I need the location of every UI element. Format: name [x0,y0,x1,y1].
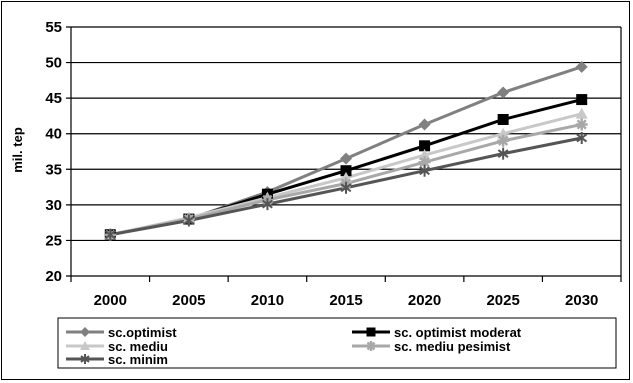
marker-asterisk [183,214,195,227]
marker-asterisk [497,147,509,160]
gridlines [66,26,621,277]
legend-label: sc. mediu [108,339,168,354]
marker-asterisk [262,198,273,211]
marker-square [497,113,509,125]
marker-asterisk [340,181,352,194]
marker-triangle [497,127,510,139]
marker-diamond [497,86,510,99]
marker-triangle [80,341,90,350]
marker-star [366,341,376,351]
marker-asterisk [576,131,588,144]
y-tick-label: 55 [45,19,62,36]
x-tick-label: 2005 [172,292,205,309]
x-tick-label: 2010 [251,292,284,309]
marker-square [366,327,376,337]
y-tick-label: 45 [45,90,62,107]
legend-label: sc. minim [108,352,168,367]
x-tick-label: 2000 [94,292,127,309]
y-tick-label: 40 [45,126,62,143]
marker-diamond [575,60,588,73]
marker-diamond [418,118,431,131]
marker-asterisk [104,228,116,241]
marker-triangle [575,107,588,119]
y-tick-label: 50 [45,55,62,72]
marker-square [419,140,431,152]
axes [70,27,622,282]
y-tick-label: 25 [45,232,62,249]
legend-label: sc.optimist [108,325,177,340]
y-tick-label: 35 [45,161,62,178]
x-tick-label: 2015 [329,292,362,309]
x-tick-labels: 2000 2005 2010 2015 2020 2025 2030 [94,292,599,309]
marker-diamond [80,327,90,337]
x-tick-label: 2030 [565,292,598,309]
y-axis-label: mil. tep [10,127,25,173]
y-tick-label: 30 [45,197,62,214]
marker-triangle [418,149,431,160]
marker-square [576,94,588,106]
x-tick-label: 2025 [486,292,519,309]
legend-box [57,317,617,369]
legend-label: sc. optimist moderat [394,325,522,340]
x-tick-label: 2020 [408,292,441,309]
series-markers [104,60,588,241]
y-tick-label: 20 [45,268,62,285]
marker-square [340,165,352,177]
marker-star [575,118,588,131]
legend-label: sc. mediu pesimist [394,339,511,354]
marker-asterisk [80,354,90,364]
marker-diamond [340,152,352,165]
y-tick-labels: 20 25 30 35 40 45 50 55 [45,19,62,285]
marker-asterisk [419,164,430,177]
marker-star [418,156,431,169]
marker-star [497,134,510,147]
series-lines [109,65,583,237]
